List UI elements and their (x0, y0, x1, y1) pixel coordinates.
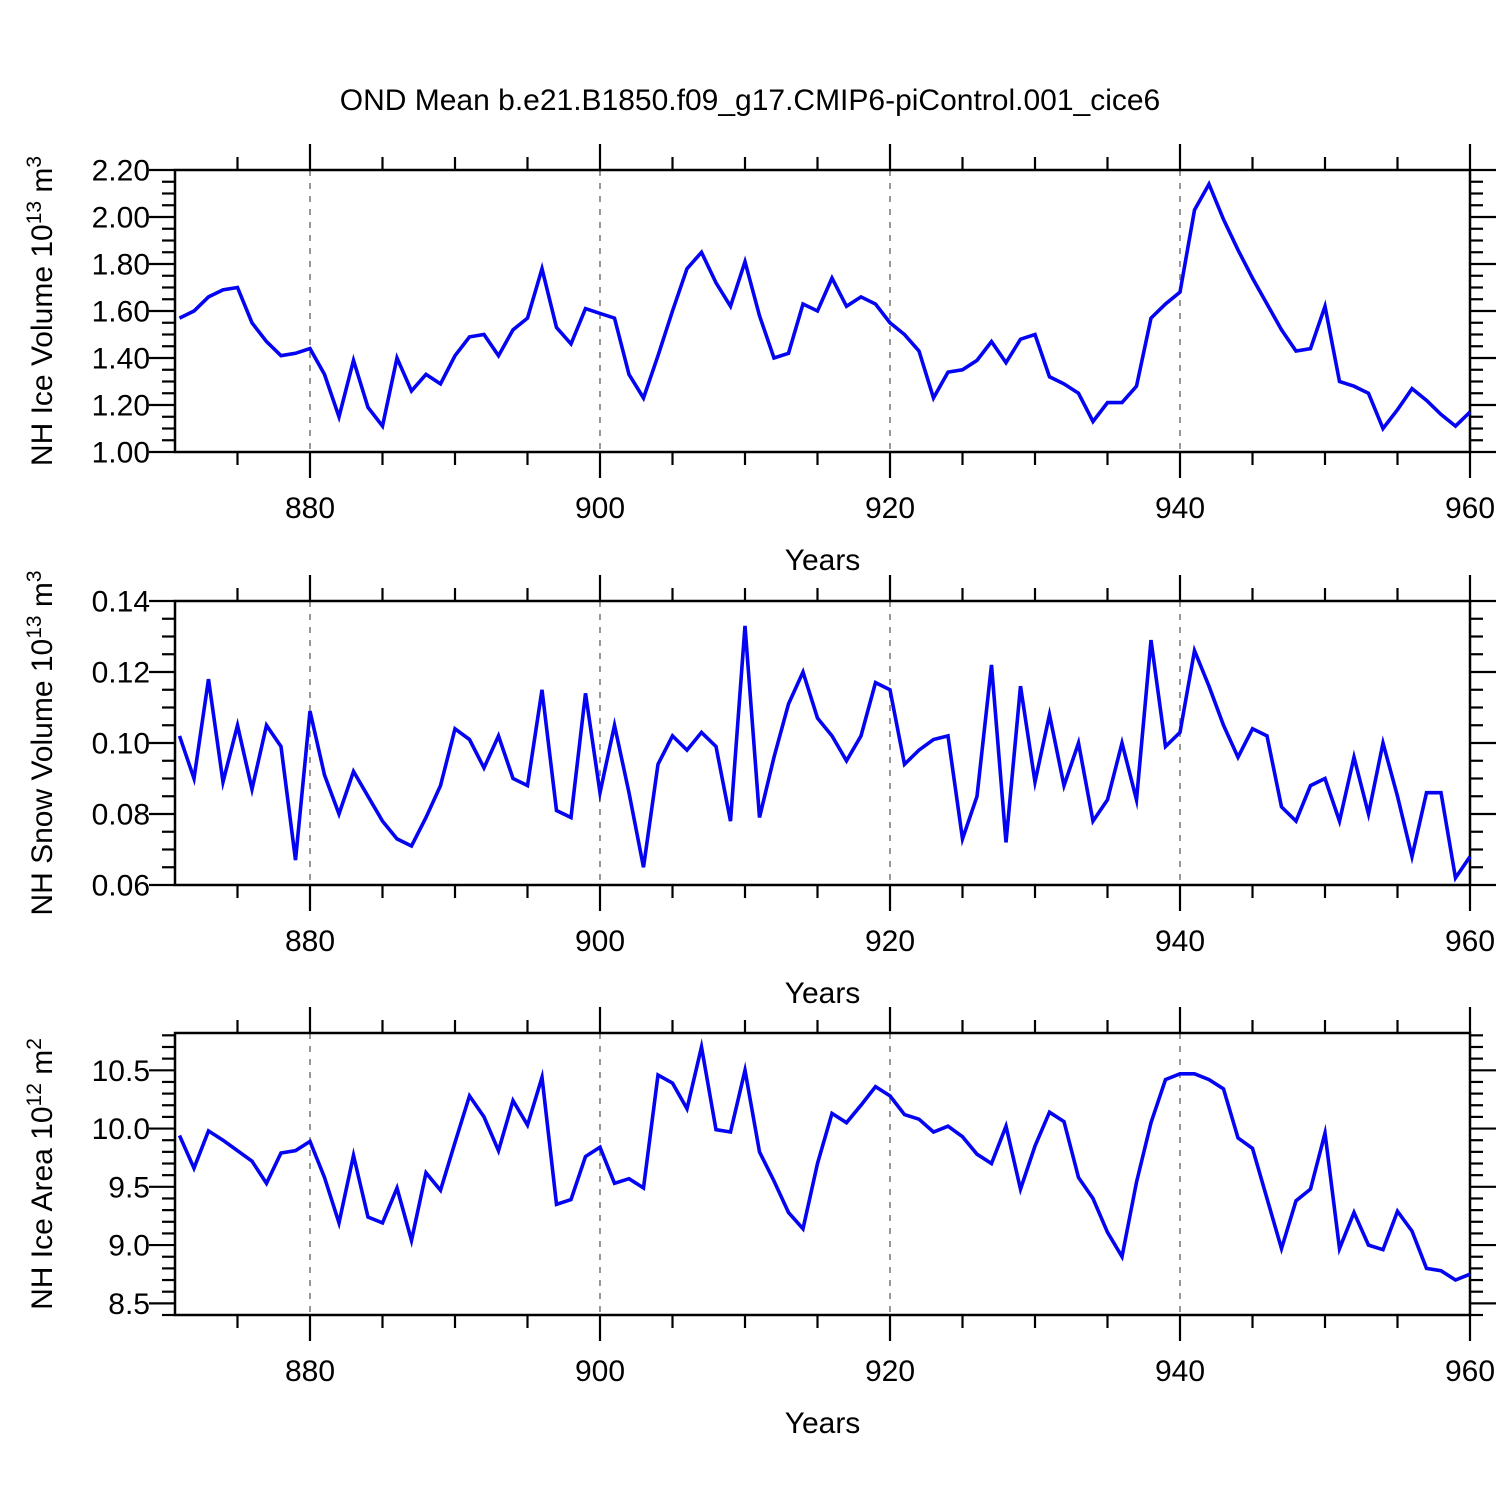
x-axis-ticks (236, 1007, 1472, 1341)
y-tick-label: 2.00 (92, 202, 150, 235)
x-tick-label: 900 (575, 1355, 625, 1388)
y-tick-label: 1.80 (92, 249, 150, 282)
nh-snow-volume-line (177, 625, 1472, 883)
x-tick-label: 940 (1155, 925, 1205, 958)
x-tick-label: 960 (1445, 1355, 1495, 1388)
x-tick-label: 880 (285, 925, 335, 958)
x-tick-label: 940 (1155, 1355, 1205, 1388)
figure-title: OND Mean b.e21.B1850.f09_g17.CMIP6-piCon… (339, 84, 1161, 117)
x-tick-label: 900 (575, 492, 625, 525)
y-tick-label: 0.14 (92, 586, 150, 619)
x-tick-label: 920 (865, 492, 915, 525)
y-tick-label: 10.5 (92, 1055, 150, 1088)
nh-snow-volume-panel: 880 900 920 940 960 0.06 0.08 0.10 0.12 0.14 Years… (23, 570, 1496, 1010)
y-tick-label: 2.20 (92, 155, 150, 188)
x-axis-ticks (236, 144, 1472, 478)
y-tick-label: 9.0 (108, 1230, 150, 1263)
x-axis-title: Years (785, 1407, 861, 1440)
y-tick-label: 0.06 (92, 870, 150, 903)
x-axis-title: Years (785, 544, 861, 577)
nh-ice-area-panel: 880 900 920 940 960 8.5 9.0 9.5 10.0 10.5 Years NH … (23, 1007, 1496, 1440)
nh-snow-volume-frame (173, 599, 1472, 887)
x-axis-ticks (236, 575, 1472, 911)
x-tick-label: 940 (1155, 492, 1205, 525)
y-axis-ticks (149, 168, 1496, 454)
y-axis-title: NH Snow Volume 1013​ m3​ (23, 570, 59, 915)
y-tick-label: 0.08 (92, 799, 150, 832)
y-tick-label: 1.40 (92, 343, 150, 376)
x-tick-label: 880 (285, 492, 335, 525)
x-tick-label: 960 (1445, 492, 1495, 525)
x-tick-label: 920 (865, 1355, 915, 1388)
y-axis-title: NH Ice Volume 1013​ m3​ (23, 156, 59, 466)
x-tick-label: 900 (575, 925, 625, 958)
y-tick-label: 0.10 (92, 728, 150, 761)
y-tick-label: 1.00 (92, 437, 150, 470)
x-tick-label: 920 (865, 925, 915, 958)
y-tick-label: 10.0 (92, 1113, 150, 1146)
y-tick-label: 0.12 (92, 657, 150, 690)
y-axis-title: NH Ice Area 1012​ m2​ (23, 1038, 59, 1310)
y-tick-label: 1.60 (92, 296, 150, 329)
y-tick-label: 8.5 (108, 1288, 150, 1321)
x-axis-title: Years (785, 977, 861, 1010)
x-tick-label: 880 (285, 1355, 335, 1388)
nh-ice-volume-panel: 880 900 920 940 960 1.00 1.20 1.40 1.60 1.80 2.00 2… (23, 144, 1496, 577)
nh-ice-volume-line (178, 179, 1472, 433)
y-axis-ticks (149, 599, 1496, 887)
nh-ice-area-frame (173, 1031, 1472, 1317)
y-tick-label: 1.20 (92, 390, 150, 423)
nh-ice-area-line (177, 1038, 1471, 1283)
x-tick-label: 960 (1445, 925, 1495, 958)
y-axis-ticks (149, 1034, 1496, 1317)
y-tick-label: 9.5 (108, 1171, 150, 1204)
